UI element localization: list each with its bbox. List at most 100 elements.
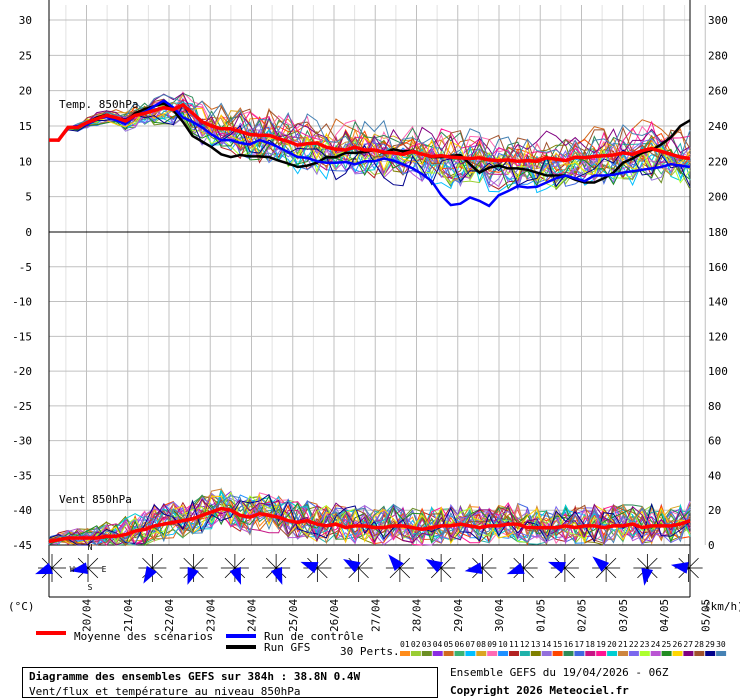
wind-rose	[425, 554, 456, 582]
date-tick: 26/04	[328, 599, 341, 632]
wind-rose-spoke	[193, 567, 204, 579]
wind-rose-spoke	[358, 567, 369, 579]
wind-rose-spoke	[142, 557, 153, 569]
pert-color-swatch	[498, 651, 509, 656]
temperature-control-line	[49, 99, 691, 208]
pert-number: 02	[411, 640, 421, 649]
pert-number: 26	[673, 640, 683, 649]
wind-rose-wedge	[425, 559, 444, 573]
wind-rose-wedge	[270, 566, 283, 585]
wind-rose-spoke	[399, 567, 411, 579]
wind-rose-wedge	[592, 556, 610, 572]
wind-rose-spoke	[482, 567, 493, 579]
wind-rose-spoke	[275, 557, 287, 569]
wind-rose	[220, 554, 249, 585]
wind-rose-spoke	[152, 557, 163, 569]
wind-rose-spoke	[317, 557, 328, 569]
wind-y-tick-right: 0	[708, 539, 715, 552]
temperature-pert-line	[48, 107, 691, 182]
pert-number: 20	[607, 640, 617, 649]
date-tick: 04/05	[658, 599, 671, 632]
wind-y-tick-right: 20	[708, 504, 721, 517]
wind-rose	[262, 554, 291, 585]
chart-grid	[48, 0, 706, 598]
pert-number: 16	[564, 640, 574, 649]
wind-y-tick-left: -40	[12, 504, 32, 517]
wind-rose-spoke	[152, 567, 163, 579]
wind-rose-wedge	[547, 561, 566, 574]
pert-color-swatch	[519, 651, 530, 656]
wind-rose-spoke	[41, 557, 53, 569]
wind-mean-line	[48, 506, 691, 544]
wind-rose	[300, 554, 332, 582]
date-tick: 25/04	[287, 599, 300, 632]
temperature-main-lines	[49, 99, 691, 208]
date-tick: 03/05	[617, 599, 630, 632]
wind-rose-spoke	[564, 557, 576, 569]
pert-color-swatch	[596, 651, 607, 656]
temp-y-tick-left: 30	[19, 14, 32, 27]
pert-number: 07	[465, 640, 475, 649]
wind-rose-spoke	[51, 567, 63, 579]
wind-y-tick-left: -30	[12, 435, 32, 448]
pert-color-swatch	[705, 651, 716, 656]
wind-rose-spoke	[647, 557, 658, 569]
wind-y-tick-right: 160	[708, 261, 728, 274]
wind-rose-spoke	[234, 557, 246, 569]
wind-y-tick-right: 60	[708, 435, 721, 448]
wind-rose-spoke	[265, 567, 277, 579]
date-tick: 30/04	[493, 599, 506, 632]
wind-rose	[385, 554, 414, 582]
pert-number: 14	[542, 640, 552, 649]
control-legend-label: Run de contrôle	[264, 630, 364, 643]
wind-y-tick-left: -5	[19, 261, 32, 274]
temperature-panel-label: Temp. 850hPa	[59, 98, 138, 111]
date-tick: 22/04	[163, 599, 176, 632]
pert-color-swatch	[716, 651, 727, 656]
chart-subtitle: Vent/flux et température au niveau 850hP…	[29, 685, 301, 698]
wind-rose-wedge	[641, 567, 654, 586]
pert-color-swatch	[607, 651, 618, 656]
pert-color-swatch	[541, 651, 552, 656]
pert-number: 23	[640, 640, 650, 649]
pert-color-swatch	[661, 651, 672, 656]
wind-rose-spoke	[564, 567, 576, 579]
wind-rose	[35, 554, 66, 582]
wind-rose	[464, 554, 497, 582]
pert-color-swatch	[476, 651, 487, 656]
wind-rose-wedge	[670, 562, 689, 574]
wind-rose-spoke	[554, 567, 566, 579]
date-tick: 29/04	[452, 599, 465, 632]
wind-rose-spoke	[605, 557, 617, 569]
wind-y-tick-right: 40	[708, 469, 721, 482]
wind-rose-wedge	[229, 566, 242, 585]
pert-number: 13	[531, 640, 541, 649]
wind-rose-spoke	[513, 557, 524, 569]
pert-color-swatch	[410, 651, 421, 656]
wind-y-tick-right: 140	[708, 296, 728, 309]
wind-rose-spoke	[399, 557, 411, 569]
temp-y-tick-right: 180	[708, 226, 728, 239]
mean-legend-swatch	[36, 631, 66, 635]
wind-rose-wedge	[300, 561, 319, 574]
wind-rose	[179, 554, 208, 585]
compass-north-label: N	[88, 543, 93, 552]
pert-number: 21	[618, 640, 628, 649]
temp-y-tick-right: 260	[708, 85, 728, 98]
wind-rose-spoke	[307, 567, 318, 579]
wind-rose-spoke	[523, 567, 534, 579]
pert-number: 05	[444, 640, 454, 649]
pert-number: 24	[651, 640, 661, 649]
temp-y-tick-right: 200	[708, 191, 728, 204]
temp-y-tick-left: 20	[19, 85, 32, 98]
compass-south-label: S	[88, 583, 93, 592]
pert-color-swatch	[563, 651, 574, 656]
wind-rose-spoke	[637, 557, 648, 569]
pert-number: 17	[574, 640, 584, 649]
temp-y-tick-right: 240	[708, 120, 728, 133]
wind-y-tick-left: -35	[12, 469, 32, 482]
temp-y-tick-left: 0	[25, 226, 32, 239]
wind-rose-wedge	[35, 562, 54, 575]
pert-number: 22	[629, 640, 639, 649]
